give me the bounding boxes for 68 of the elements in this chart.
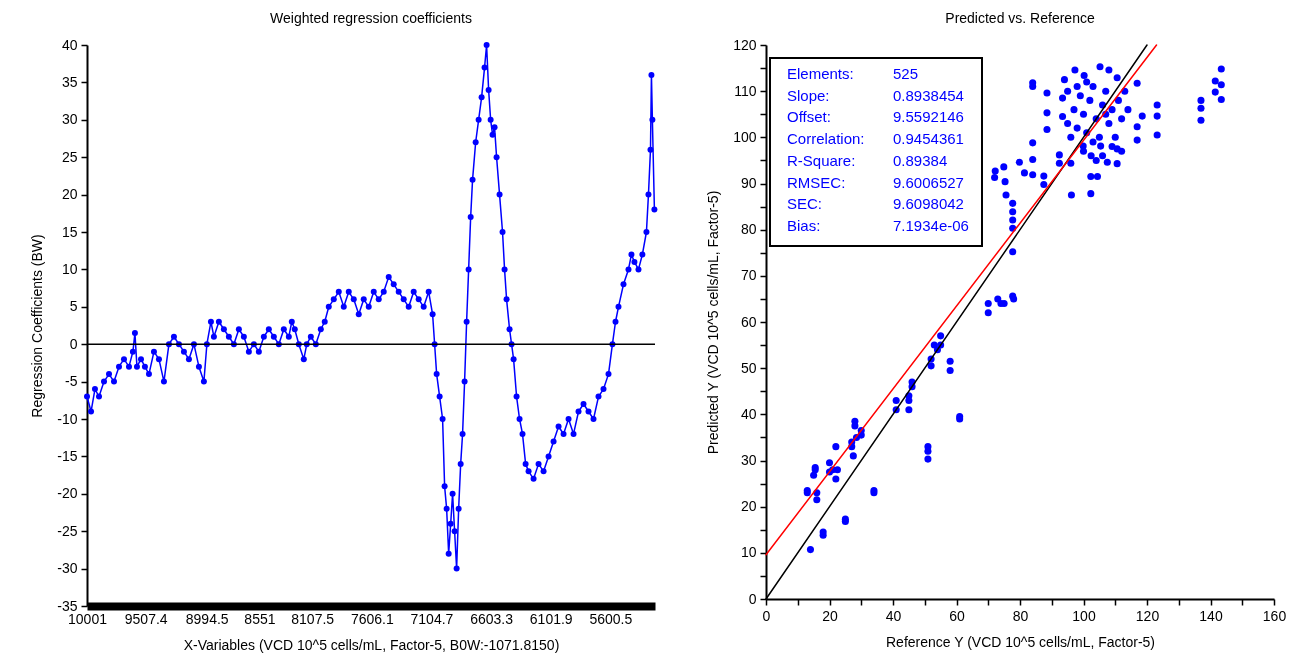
y-tick-label: 60 — [740, 313, 757, 330]
x-tick-label: 7104.7 — [410, 610, 454, 627]
annotation: 0.9454361 — [893, 130, 964, 148]
y-tick-label: 0 — [748, 590, 757, 607]
y-tick-label: 20 — [61, 186, 78, 203]
y-tick-label: 90 — [740, 175, 757, 191]
x-tick-label: 0 — [762, 607, 771, 624]
x-axis-title: Reference Y (VCD 10^5 cells/mL, Factor-5) — [885, 633, 1156, 650]
x-tick-label: 5600.5 — [589, 610, 633, 627]
annotation: 9.6098042 — [893, 195, 964, 213]
x-tick-label: 20 — [822, 607, 838, 624]
x-tick-label: 9507.4 — [124, 610, 168, 627]
x-tick-label: 160 — [1262, 607, 1287, 624]
y-axis-title: Predicted Y (VCD 10^5 cells/mL, Factor-5) — [705, 190, 722, 455]
y-axis-title: Regression Coefficients (BW) — [29, 234, 46, 418]
y-tick-label: 10 — [740, 544, 757, 561]
y-tick-label: 35 — [61, 73, 78, 90]
annotation: Correlation: — [787, 130, 865, 148]
y-tick-label: 30 — [740, 452, 757, 468]
x-axis-title: X-Variables (VCD 10^5 cells/mL, Factor-5, B0W:-1071.8150) — [183, 636, 560, 653]
annotation: R-Square: — [787, 151, 856, 169]
x-tick-label: 80 — [1012, 607, 1029, 624]
y-tick-label: 40 — [61, 36, 78, 53]
y-tick-label: 80 — [740, 221, 757, 238]
x-tick-label: 6101.9 — [529, 610, 573, 627]
x-tick-label: 140 — [1199, 607, 1223, 624]
y-tick-label: 10 — [61, 260, 78, 277]
y-tick-label: 15 — [61, 223, 78, 240]
x-tick-label: 8994.5 — [185, 610, 229, 627]
annotation: 525 — [893, 65, 919, 82]
x-tick-label: 60 — [949, 607, 965, 624]
y-tick-label: -25 — [57, 522, 78, 539]
annotation: Elements: — [787, 65, 854, 82]
y-tick-label: 25 — [61, 148, 78, 165]
chart-title: Weighted regression coefficients — [270, 10, 472, 26]
annotation: 0.89384 — [893, 151, 948, 169]
y-tick-label: 70 — [740, 267, 757, 284]
chart-title: Predicted vs. Reference — [945, 10, 1095, 26]
annotation: SEC: — [787, 195, 823, 213]
annotation: 0.8938454 — [893, 86, 964, 104]
y-tick-label: 20 — [740, 498, 757, 515]
y-tick-label: 100 — [733, 128, 757, 145]
x-tick-label: 40 — [885, 607, 902, 624]
y-tick-label: -20 — [57, 485, 78, 502]
y-tick-label: 120 — [733, 36, 757, 53]
y-tick-label: -30 — [57, 560, 78, 577]
y-tick-label: 5 — [69, 298, 78, 315]
annotation: 9.5592146 — [893, 108, 964, 126]
x-tick-label: 120 — [1135, 607, 1160, 624]
x-tick-label: 8551 — [244, 610, 276, 627]
x-tick-label: 6603.3 — [470, 610, 514, 627]
y-tick-label: 0 — [69, 335, 78, 352]
y-tick-label: 50 — [740, 359, 757, 376]
annotation: RMSEC: — [787, 173, 846, 191]
annotation: 7.1934e-06 — [893, 216, 969, 234]
y-tick-label: 40 — [740, 405, 757, 422]
y-tick-label: -15 — [57, 447, 78, 464]
x-tick-label: 8107.5 — [291, 610, 335, 627]
annotation: Bias: — [787, 216, 821, 234]
annotation: 9.6006527 — [893, 173, 964, 191]
y-tick-label: -10 — [57, 410, 78, 427]
x-tick-label: 7606.1 — [350, 610, 394, 627]
y-tick-label: 30 — [61, 111, 78, 128]
x-tick-label: 100 — [1072, 607, 1096, 624]
y-tick-label: 110 — [734, 82, 757, 99]
annotation: Offset: — [787, 108, 831, 126]
annotation: Slope: — [787, 86, 830, 104]
y-tick-label: -5 — [65, 373, 78, 390]
